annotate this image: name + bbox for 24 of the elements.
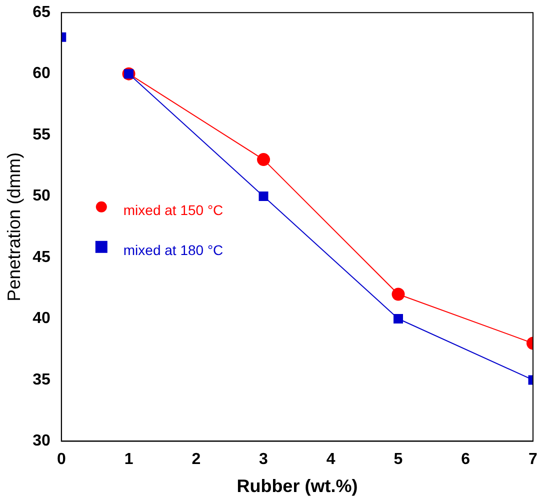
- point: [394, 314, 403, 324]
- x-axis-title: Rubber (wt.%): [236, 476, 358, 496]
- x-tick-label: 3: [259, 451, 268, 468]
- y-tick-label: 40: [32, 310, 50, 328]
- x-tick-label: 5: [394, 451, 403, 468]
- y-tick-label: 60: [32, 65, 50, 82]
- x-tick-label: 2: [192, 451, 201, 468]
- y-tick-label: 30: [32, 432, 50, 450]
- point: [392, 288, 405, 301]
- y-tick-label: 35: [32, 371, 50, 388]
- point: [258, 192, 268, 202]
- x-tick-label: 4: [326, 451, 336, 468]
- x-tick-label: 0: [56, 451, 66, 468]
- legend-label: mixed at 180 °C: [123, 242, 224, 258]
- x-tick-label: 1: [124, 451, 134, 468]
- x-tick-label: 6: [461, 451, 470, 468]
- y-tick-label: 65: [32, 4, 50, 22]
- legend-label: mixed at 150 °C: [123, 202, 224, 218]
- y-tick-label: 50: [32, 188, 50, 205]
- y-tick-label: 45: [32, 248, 50, 266]
- x-tick-label: 7: [528, 451, 538, 468]
- y-tick-label: 55: [32, 126, 50, 144]
- point: [257, 153, 270, 166]
- y-axis-title: Penetration (dmm): [4, 152, 24, 302]
